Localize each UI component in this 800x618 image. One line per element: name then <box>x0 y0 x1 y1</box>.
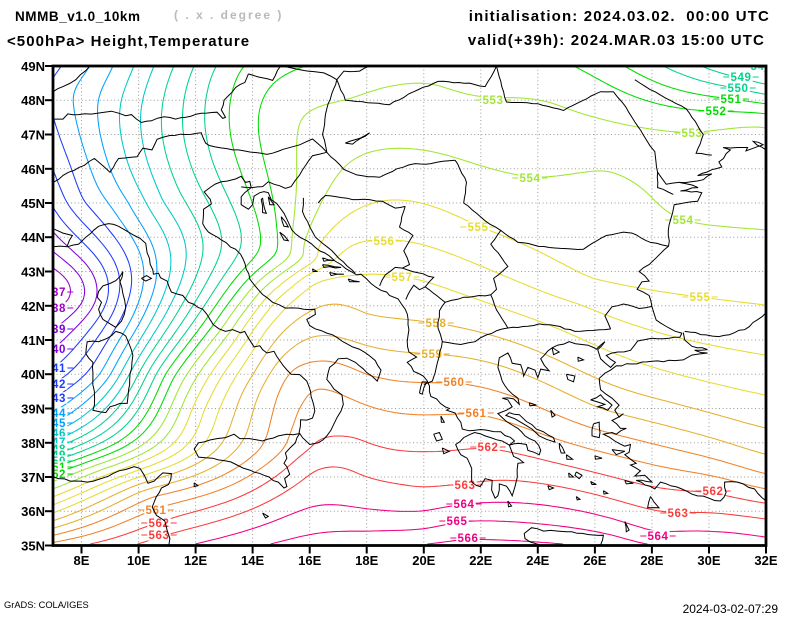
svg-text:554: 554 <box>520 173 541 185</box>
svg-text:42N: 42N <box>21 299 45 314</box>
svg-text:37: 37 <box>52 287 66 299</box>
svg-text:35N: 35N <box>21 539 45 554</box>
svg-text:562: 562 <box>149 518 170 530</box>
svg-text:24E: 24E <box>526 553 549 568</box>
svg-text:563: 563 <box>149 530 170 542</box>
svg-text:valid(+39h): 2024.MAR.03 15:00: valid(+39h): 2024.MAR.03 15:00 UTC <box>468 32 765 49</box>
svg-text:558: 558 <box>426 318 447 330</box>
svg-text:562: 562 <box>703 486 724 498</box>
svg-text:47N: 47N <box>21 128 45 143</box>
svg-text:46N: 46N <box>21 162 45 177</box>
svg-text:initialisation: 2024.03.02. 0: initialisation: 2024.03.02. 00:00 UTC <box>469 8 770 25</box>
svg-text:8E: 8E <box>74 553 90 568</box>
svg-text:564: 564 <box>648 531 669 543</box>
svg-text:44N: 44N <box>21 230 45 245</box>
svg-text:548: 548 <box>751 61 772 73</box>
svg-text:566: 566 <box>458 533 479 545</box>
svg-text:44: 44 <box>52 408 66 420</box>
svg-text:552: 552 <box>706 106 727 118</box>
svg-text:43N: 43N <box>21 265 45 280</box>
svg-text:561: 561 <box>146 505 167 517</box>
svg-text:555: 555 <box>468 222 489 234</box>
svg-text:45: 45 <box>52 418 66 430</box>
svg-text:40: 40 <box>52 344 66 356</box>
svg-text:42: 42 <box>52 379 66 391</box>
svg-text:48N: 48N <box>21 93 45 108</box>
svg-text:36N: 36N <box>21 504 45 519</box>
svg-text:39: 39 <box>52 324 66 336</box>
svg-text:NMMB_v1.0_10km: NMMB_v1.0_10km <box>15 9 141 24</box>
svg-text:559: 559 <box>422 349 443 361</box>
svg-text:41: 41 <box>52 363 66 375</box>
svg-text:14E: 14E <box>241 553 264 568</box>
svg-text:563: 563 <box>455 480 476 492</box>
svg-text:22E: 22E <box>469 553 492 568</box>
svg-text:10E: 10E <box>127 553 150 568</box>
svg-text:30E: 30E <box>697 553 720 568</box>
svg-text:37N: 37N <box>21 470 45 485</box>
svg-text:564: 564 <box>454 499 475 511</box>
svg-text:45N: 45N <box>21 196 45 211</box>
svg-text:555: 555 <box>690 292 711 304</box>
svg-text:549: 549 <box>731 72 752 84</box>
svg-text:550: 550 <box>728 83 749 95</box>
svg-text:12E: 12E <box>184 553 207 568</box>
svg-text:16E: 16E <box>298 553 321 568</box>
svg-text:28E: 28E <box>640 553 663 568</box>
svg-text:560: 560 <box>444 377 465 389</box>
svg-text:554: 554 <box>673 215 694 227</box>
svg-text:41N: 41N <box>21 333 45 348</box>
svg-text:563: 563 <box>668 508 689 520</box>
svg-text:49N: 49N <box>21 59 45 74</box>
svg-text:GrADS: COLA/IGES: GrADS: COLA/IGES <box>4 600 89 610</box>
svg-text:38: 38 <box>52 303 66 315</box>
svg-text:20E: 20E <box>412 553 435 568</box>
svg-text:26E: 26E <box>583 553 606 568</box>
svg-text:556: 556 <box>374 236 395 248</box>
svg-text:43: 43 <box>52 393 66 405</box>
svg-text:565: 565 <box>447 516 468 528</box>
svg-text:553: 553 <box>483 95 504 107</box>
svg-text:553: 553 <box>682 128 703 140</box>
svg-text:557: 557 <box>392 272 413 284</box>
svg-text:32E: 32E <box>754 553 777 568</box>
svg-text:561: 561 <box>466 408 487 420</box>
svg-text:39N: 39N <box>21 402 45 417</box>
svg-text:<500hPa> Height,Temperature: <500hPa> Height,Temperature <box>7 33 250 50</box>
svg-text:551: 551 <box>721 94 742 106</box>
svg-text:2024-03-02-07:29: 2024-03-02-07:29 <box>683 602 779 616</box>
svg-text:18E: 18E <box>355 553 378 568</box>
svg-text:562: 562 <box>478 442 499 454</box>
svg-text:40N: 40N <box>21 367 45 382</box>
svg-text:( . x . degree ): ( . x . degree ) <box>174 8 283 22</box>
svg-text:38N: 38N <box>21 436 45 451</box>
